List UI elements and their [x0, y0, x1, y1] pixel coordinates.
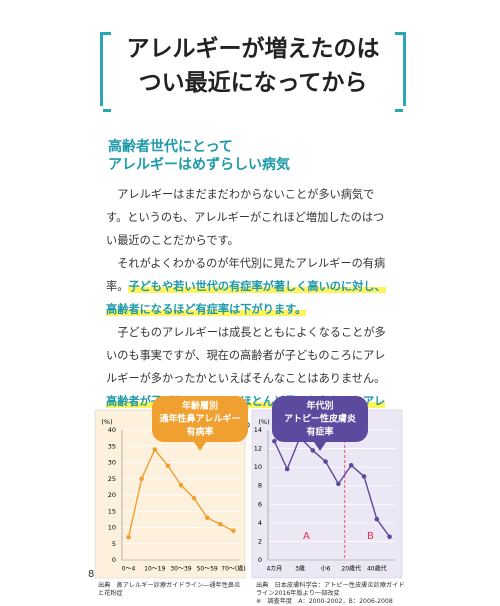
- data-point: [126, 534, 131, 540]
- y-tick-label: 35: [108, 442, 116, 450]
- data-point: [284, 466, 290, 472]
- data-point: [336, 481, 341, 487]
- y-tick-label: 10: [254, 463, 262, 471]
- y-tick-label: 0: [112, 556, 116, 564]
- source: 出典 鼻アレルギー診療ガイドライン―通年性鼻炎と花粉症: [98, 582, 241, 597]
- x-tick-label: 40歳代: [367, 565, 387, 573]
- y-tick-label: 12: [254, 445, 262, 453]
- text-span: 子どものアレルギーは成長とともによくなることが多いのも事実ですが、現在の高齢者が…: [106, 326, 386, 385]
- chart-title: アトピー性皮膚炎: [284, 413, 356, 425]
- title: アレルギーが増えたのは つい最近になってから: [100, 32, 406, 112]
- region-label: A: [303, 531, 310, 542]
- title-line: つい最近になってから: [138, 70, 368, 96]
- y-tick-label: 4: [258, 519, 262, 527]
- source-text: 出典 日本皮膚科学会：アトピー性皮膚炎診療ガイドライン2016年版より一部改変: [256, 582, 405, 597]
- page-number: 86: [88, 569, 101, 580]
- callout-bubble: [152, 396, 248, 451]
- y-tick-label: 5: [112, 540, 116, 548]
- data-point: [361, 474, 367, 479]
- chart-title: 年齢層別: [182, 400, 218, 412]
- data-point: [323, 459, 328, 464]
- chart-title: 年代別: [306, 400, 333, 412]
- y-tick-label: 2: [258, 537, 262, 545]
- callout-bubble: [272, 396, 368, 451]
- subtitle: 高齢者世代にとってアレルギーはめずらしい病気: [108, 138, 290, 174]
- data-point: [374, 516, 380, 522]
- y-tick-label: 10: [108, 524, 116, 532]
- x-tick-label: 3歳: [295, 565, 305, 573]
- region-label: B: [367, 531, 374, 542]
- chart-title: 有症率: [306, 426, 333, 438]
- data-point: [272, 438, 277, 444]
- x-tick-label: 小6: [321, 565, 331, 573]
- x-tick-label: 4カ月: [266, 566, 282, 573]
- data-point: [387, 534, 392, 540]
- x-tick-label: 20歳代: [341, 565, 361, 573]
- paragraph: それがよくわかるのが年代別に見たアレルギーの有病率。子どもや若い世代の有症率が著…: [106, 252, 394, 321]
- y-tick-label: 15: [108, 507, 116, 515]
- y-tick-label: 40: [108, 426, 116, 434]
- data-line: [273, 436, 391, 538]
- x-tick-label: 10〜19: [144, 566, 165, 573]
- data-point: [218, 521, 223, 527]
- text-span: それがよくわかるのが年代別に見たアレルギーの有病率。: [106, 257, 386, 293]
- data-point: [165, 463, 171, 469]
- y-axis-label: (%): [101, 418, 112, 426]
- y-tick-label: 14: [254, 426, 262, 434]
- y-tick-label: 30: [108, 459, 116, 467]
- data-point: [348, 462, 354, 468]
- data-point: [204, 515, 210, 521]
- y-tick-label: 20: [108, 491, 116, 499]
- data-point: [231, 528, 236, 534]
- data-point: [310, 448, 316, 453]
- chart-title: 通年性鼻アレルギー: [159, 413, 240, 425]
- data-point: [139, 476, 144, 482]
- y-tick-label: 0: [258, 556, 262, 564]
- data-point: [178, 482, 184, 488]
- data-point: [191, 495, 197, 501]
- x-tick-label: 70〜(歳): [221, 565, 245, 573]
- y-tick-label: 25: [108, 475, 116, 483]
- data-point: [152, 447, 158, 452]
- y-tick-label: 6: [258, 500, 262, 508]
- paragraph: アレルギーはまだまだわからないことが多い病気です。というのも、アレルギーがこれほ…: [106, 183, 394, 252]
- y-tick-label: 8: [258, 482, 262, 490]
- chart-title: 有病率: [186, 426, 213, 438]
- y-axis-label: (%): [258, 418, 269, 426]
- subtitle-line: アレルギーはめずらしい病気: [108, 157, 290, 173]
- subtitle-line: 高齢者世代にとって: [108, 139, 233, 155]
- x-tick-label: 0〜4: [122, 566, 136, 573]
- x-tick-label: 50〜59: [197, 566, 218, 573]
- text-span: アレルギーはまだまだわからないことが多い病気です。というのも、アレルギーがこれほ…: [106, 188, 385, 247]
- title-line: アレルギーが増えたのは: [126, 36, 380, 62]
- x-tick-label: 30〜39: [170, 566, 191, 573]
